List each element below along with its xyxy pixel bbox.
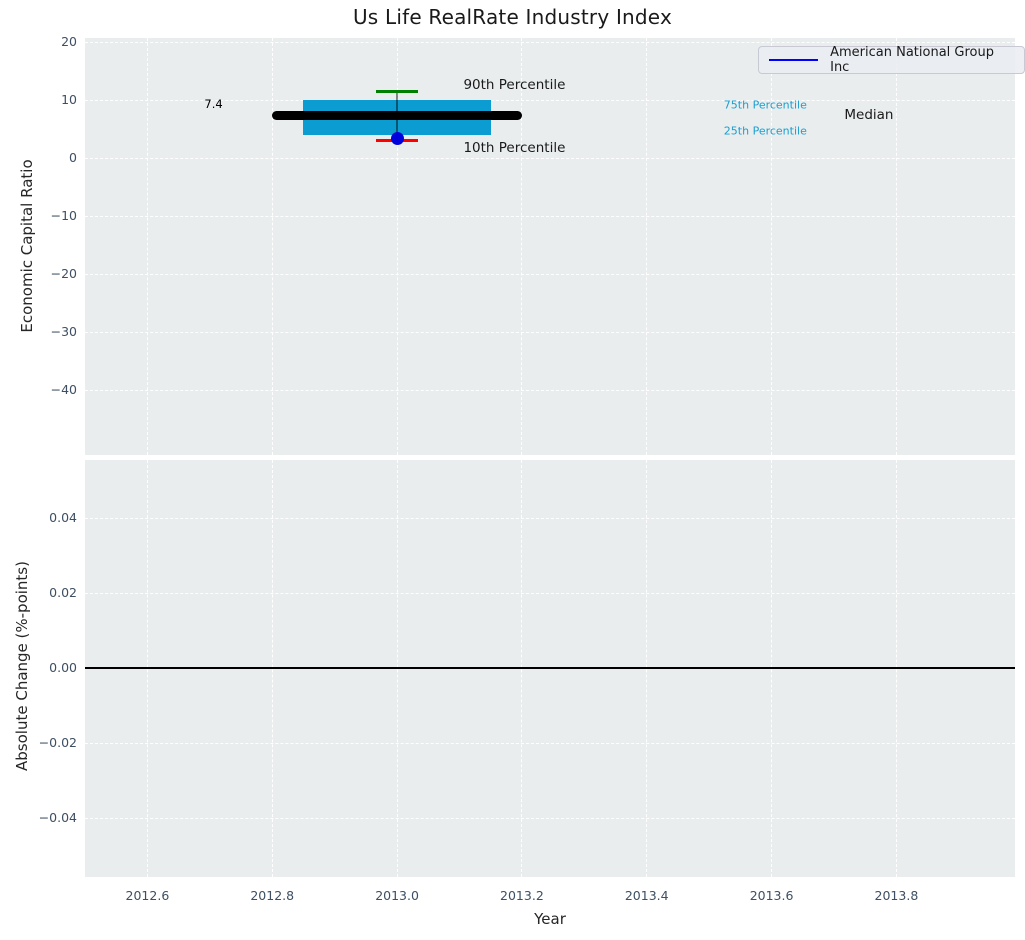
gridline-vertical	[396, 38, 398, 455]
median-annotation: Median	[844, 107, 894, 124]
gridline-horizontal	[85, 592, 1015, 594]
gridline-horizontal	[85, 817, 1015, 819]
gridline-horizontal	[85, 41, 1015, 43]
top-axes-economic-capital-ratio: 7.4 90th Percentile 10th Percentile 75th Pe…	[85, 38, 1015, 455]
gridline-vertical	[895, 38, 897, 455]
gridline-vertical	[771, 38, 773, 455]
zero-line	[85, 667, 1015, 670]
chart-title: Us Life RealRate Industry Index	[352, 5, 673, 29]
x-tick-label: 2012.6	[125, 888, 170, 903]
x-tick-label: 2013.8	[874, 888, 919, 903]
gridline-horizontal	[85, 517, 1015, 519]
median-line	[272, 110, 522, 120]
p25-annotation: 25th Percentile	[723, 124, 807, 138]
y-tick-label: 0.04	[49, 510, 77, 526]
y-tick-label: 20	[61, 34, 77, 50]
gridline-vertical	[146, 38, 148, 455]
legend-label: American National Group Inc	[830, 45, 994, 75]
y-tick-label: 0	[69, 150, 77, 166]
gridline-horizontal	[85, 215, 1015, 217]
gridline-horizontal	[85, 389, 1015, 391]
top-y-axis-label: Economic Capital Ratio	[18, 159, 36, 333]
p90-cap	[376, 89, 418, 94]
y-tick-label: 10	[61, 92, 77, 108]
x-tick-label: 2013.6	[749, 888, 794, 903]
gridline-vertical	[521, 38, 523, 455]
x-tick-label: 2012.8	[250, 888, 295, 903]
y-tick-label: −40	[50, 382, 77, 398]
gridline-horizontal	[85, 157, 1015, 159]
gridline-horizontal	[85, 273, 1015, 275]
y-tick-label: −0.02	[38, 735, 77, 751]
gridline-vertical	[646, 38, 648, 455]
p90-annotation: 90th Percentile	[463, 76, 566, 93]
y-tick-label: −10	[50, 208, 77, 224]
gridline-horizontal	[85, 742, 1015, 744]
y-tick-label: 0.02	[49, 585, 77, 601]
bottom-axes-absolute-change	[85, 460, 1015, 877]
p75-annotation: 75th Percentile	[723, 98, 807, 112]
x-axis-label: Year	[534, 910, 566, 928]
y-tick-label: 0.00	[49, 660, 77, 676]
gridline-vertical	[271, 38, 273, 455]
x-tick-label: 2013.2	[500, 888, 544, 903]
x-tick-label: 2013.4	[624, 888, 669, 903]
y-tick-label: −20	[50, 266, 77, 282]
x-tick-label: 2013.0	[375, 888, 419, 903]
median-value-label: 7.4	[204, 97, 223, 112]
legend: American National Group Inc	[758, 45, 1025, 75]
y-tick-label: −0.04	[38, 810, 77, 826]
legend-line-sample	[769, 59, 819, 61]
y-tick-label: −30	[50, 324, 77, 340]
p10-annotation: 10th Percentile	[463, 140, 566, 157]
company-point	[390, 131, 404, 145]
gridline-horizontal	[85, 331, 1015, 333]
gridline-horizontal	[85, 99, 1015, 101]
